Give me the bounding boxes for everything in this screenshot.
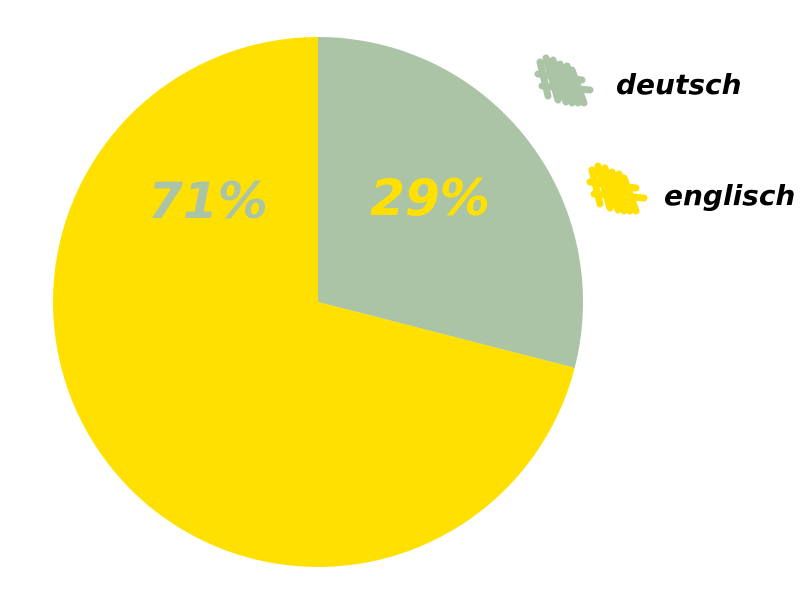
slice-label-englisch: 71% [148,172,268,230]
legend: deutsch englisch [534,54,795,215]
legend-label-englisch: englisch [664,179,795,212]
legend-entry-englisch[interactable]: englisch [586,162,795,215]
legend-entry-deutsch[interactable]: deutsch [534,54,742,107]
legend-swatch-englisch [586,162,648,215]
pie-slices [53,37,583,567]
pie-slice-englisch[interactable] [53,37,575,567]
legend-label-deutsch: deutsch [616,68,742,101]
slice-labels: 29% 71% [148,169,490,230]
slice-label-deutsch: 29% [370,169,490,227]
legend-swatch-deutsch [534,54,594,107]
pie-slice-deutsch[interactable] [318,37,583,368]
